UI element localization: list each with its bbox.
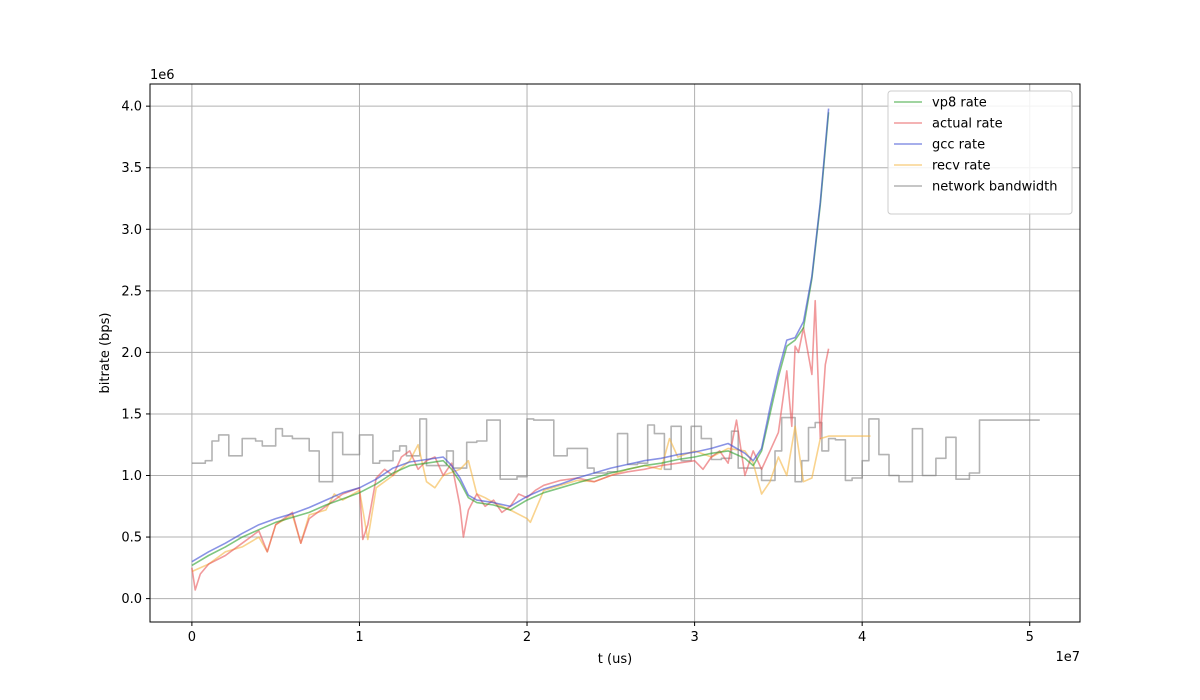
legend: vp8 rate actual rate gcc rate recv rate netw… — [887, 90, 1073, 215]
x-axis-label: t (us) — [598, 652, 632, 667]
x-tick-label: 5 — [1026, 630, 1034, 645]
y-tick-label: 1.5 — [121, 407, 142, 422]
y-tick-label: 4.0 — [121, 100, 142, 115]
x-tick-label: 1 — [355, 630, 363, 645]
plot-frame — [149, 83, 1081, 623]
legend-label: actual rate — [932, 117, 1003, 132]
y-tick-label: 2.5 — [121, 284, 142, 299]
legend-label: gcc rate — [932, 138, 985, 153]
x-tick-label: 4 — [858, 630, 866, 645]
x-offset-label: 1e7 — [1055, 650, 1080, 665]
y-tick-label: 0.0 — [121, 592, 142, 607]
y-tick-label: 2.0 — [121, 346, 142, 361]
legend-label: network bandwidth — [932, 180, 1057, 195]
y-axis-label: bitrate (bps) — [98, 313, 113, 394]
legend-label: recv rate — [932, 159, 990, 174]
x-tick-label: 0 — [188, 630, 196, 645]
y-offset-label: 1e6 — [150, 68, 175, 83]
ticks: 0 1 2 3 4 5 0.0 0.5 1.0 1.5 2.0 2.5 3.0 3.5 4.0 — [121, 100, 1034, 645]
series-group — [191, 108, 1040, 591]
series-line-recv-rate — [191, 425, 871, 573]
series-line-gcc-rate — [191, 108, 830, 563]
y-tick-label: 3.5 — [121, 161, 142, 176]
legend-label: vp8 rate — [932, 96, 987, 111]
series-line-actual-rate — [191, 299, 830, 591]
series-line-network-bandwidth — [191, 416, 1040, 483]
y-tick-label: 3.0 — [121, 223, 142, 238]
grid — [150, 84, 1080, 622]
y-tick-label: 0.5 — [121, 531, 142, 546]
legend-box — [887, 90, 1073, 215]
series-line-vp8-rate — [191, 112, 830, 567]
y-tick-label: 1.0 — [121, 469, 142, 484]
x-tick-label: 3 — [690, 630, 698, 645]
x-tick-label: 2 — [523, 630, 531, 645]
